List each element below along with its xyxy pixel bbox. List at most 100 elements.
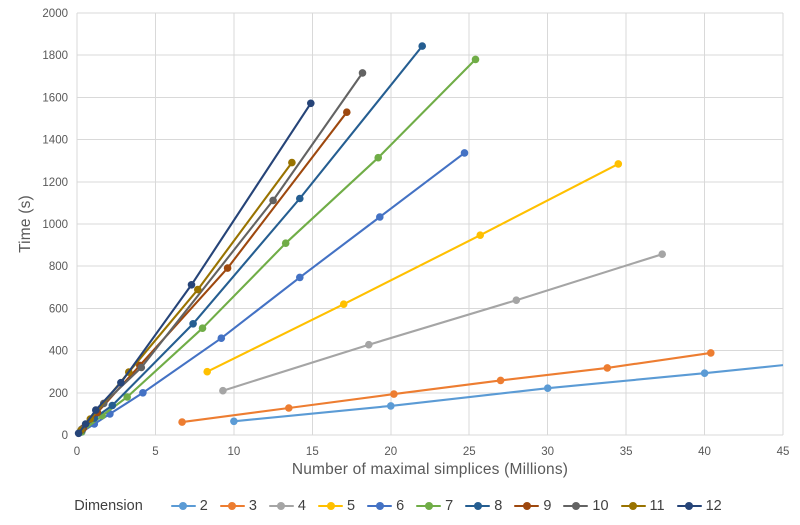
- legend-dot-icon: [685, 502, 694, 510]
- legend-marker-icon: [465, 502, 491, 510]
- data-point-dim-2: [230, 417, 238, 426]
- legend-item-dim-6: 6: [367, 499, 404, 514]
- series-dim-3: [178, 349, 715, 426]
- legend-marker-icon: [416, 502, 442, 510]
- data-point-dim-8: [189, 320, 197, 328]
- legend-label: 7: [445, 497, 454, 514]
- y-tick-label: 1000: [42, 219, 68, 231]
- legend-item-dim-11: 11: [620, 499, 665, 514]
- series-dim-5: [203, 160, 623, 376]
- legend-dot-icon: [375, 502, 384, 510]
- x-tick-label: 40: [698, 446, 711, 458]
- series-dim-12: [74, 99, 315, 438]
- legend-label: 8: [494, 497, 503, 514]
- legend-item-dim-8: 8: [465, 499, 502, 514]
- x-tick-label: 45: [777, 446, 790, 458]
- data-point-dim-12: [92, 406, 100, 414]
- legend-marker-icon: [620, 502, 646, 510]
- data-point-dim-10: [269, 196, 277, 205]
- legend-label: 3: [248, 497, 257, 514]
- series-dim-7: [77, 55, 480, 436]
- data-point-dim-2: [543, 384, 552, 393]
- data-point-dim-9: [223, 264, 232, 272]
- legend-title: Dimension: [74, 498, 143, 514]
- legend-dot-icon: [179, 502, 188, 510]
- chart-plot-area: 0 200 400 600 800 1000 1200 1400 1600 1800 2000 0 5 1…: [42, 8, 790, 458]
- x-tick-label: 5: [152, 446, 158, 458]
- data-point-dim-5: [476, 231, 485, 239]
- data-point-dim-10: [137, 363, 146, 372]
- series-dim-10: [77, 69, 367, 434]
- legend-label: 10: [592, 497, 609, 514]
- legend-label: 2: [199, 497, 208, 514]
- y-tick-label: 800: [49, 261, 68, 273]
- legend-marker-icon: [367, 502, 393, 510]
- legend-label: 5: [347, 497, 356, 514]
- legend-item-dim-5: 5: [318, 499, 355, 514]
- data-point-dim-2: [700, 369, 709, 378]
- y-axis-title: Time (s): [17, 195, 34, 253]
- data-point-dim-8: [108, 401, 117, 410]
- data-point-dim-3: [390, 390, 398, 398]
- data-point-dim-12: [117, 378, 125, 387]
- data-point-dim-3: [285, 404, 293, 412]
- data-point-dim-5: [614, 160, 623, 168]
- y-tick-label: 2000: [42, 8, 68, 20]
- series-dim-2: [230, 364, 783, 426]
- data-point-dim-11: [288, 158, 296, 167]
- data-point-dim-3: [496, 376, 505, 385]
- y-tick-label: 1600: [42, 92, 68, 104]
- data-point-dim-10: [358, 69, 367, 77]
- legend-dot-icon: [424, 502, 433, 510]
- x-tick-label: 20: [384, 446, 397, 458]
- data-point-dim-12: [187, 281, 196, 289]
- data-point-dim-11: [194, 285, 202, 294]
- legend-dot-icon: [228, 502, 237, 510]
- y-tick-label: 1400: [42, 135, 68, 147]
- data-point-dim-12: [307, 99, 315, 108]
- legend-marker-icon: [170, 502, 196, 510]
- legend-label: 12: [705, 497, 722, 514]
- data-point-dim-3: [603, 364, 612, 372]
- x-tick-label: 35: [620, 446, 633, 458]
- data-point-dim-5: [339, 300, 348, 309]
- y-tick-label: 1800: [42, 50, 68, 62]
- legend-item-dim-12: 12: [676, 497, 722, 514]
- data-point-dim-6: [296, 273, 304, 282]
- legend-item-dim-2: 2: [170, 497, 208, 514]
- legend-item-dim-9: 9: [514, 499, 551, 514]
- legend-item-dim-10: 10: [563, 497, 609, 514]
- data-point-dim-4: [512, 296, 521, 305]
- legend-dot-icon: [473, 502, 482, 510]
- legend-item-dim-3: 3: [219, 497, 257, 514]
- data-point-dim-5: [203, 367, 211, 376]
- legend-dot-icon: [629, 502, 638, 510]
- x-tick-label: 15: [306, 446, 319, 458]
- legend-label: 4: [297, 497, 306, 514]
- legend-marker-icon: [318, 502, 343, 510]
- data-point-dim-4: [219, 386, 227, 395]
- data-point-dim-8: [296, 194, 304, 203]
- gridlines-group: [76, 12, 784, 436]
- data-point-dim-2: [387, 402, 395, 410]
- data-point-dim-4: [658, 250, 666, 258]
- data-point-dim-6: [139, 389, 147, 397]
- x-tick-label: 0: [74, 446, 80, 458]
- y-tick-label: 400: [49, 346, 68, 358]
- legend-dot-icon: [277, 502, 286, 510]
- x-axis-title: Number of maximal simplices (Millions): [291, 461, 569, 478]
- legend-marker-icon: [514, 502, 540, 510]
- legend: Dimension 2 3 4 5 6 7 8 9 10 11 12: [0, 493, 796, 519]
- legend-marker-icon: [563, 502, 589, 510]
- data-point-dim-8: [418, 42, 427, 50]
- data-point-dim-3: [707, 349, 715, 357]
- data-point-dim-7: [374, 153, 383, 162]
- data-point-dim-4: [365, 340, 373, 349]
- y-tick-label: 600: [49, 303, 68, 315]
- y-tick-label: 0: [62, 430, 68, 442]
- x-tick-label: 10: [227, 446, 240, 458]
- data-point-dim-6: [217, 334, 226, 343]
- legend-marker-icon: [676, 502, 702, 510]
- data-point-dim-12: [81, 420, 90, 428]
